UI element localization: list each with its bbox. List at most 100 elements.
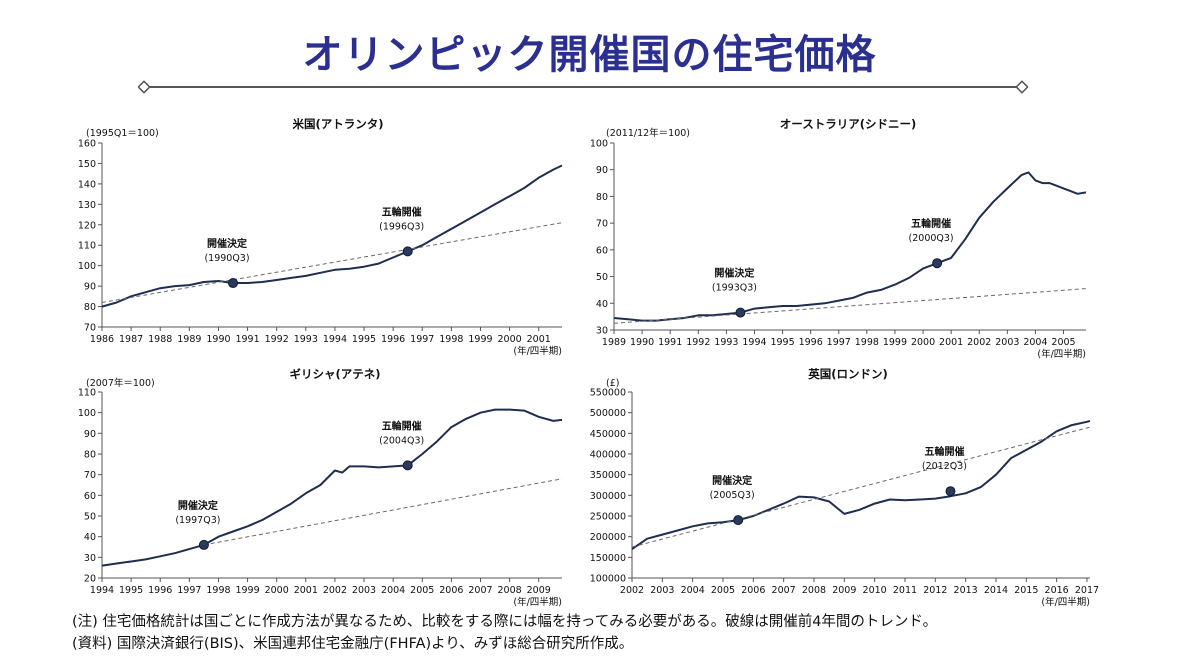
x-tick-label: 2007	[468, 585, 492, 596]
x-tick-label: 2004	[381, 585, 405, 596]
price-line	[631, 419, 1091, 550]
x-tick-label: 1995	[770, 337, 794, 348]
y-tick-label: 150000	[590, 553, 626, 564]
chart-title: ギリシャ(アテネ)	[289, 367, 380, 381]
x-tick-label: 2000	[498, 334, 522, 345]
x-tick-label: 1992	[265, 334, 289, 345]
x-tick-label: 2006	[439, 585, 463, 596]
x-tick-label: 1995	[119, 585, 143, 596]
annotation-label: 開催決定	[207, 237, 247, 250]
footnote: (注) 住宅価格統計は国ごとに作成方法が異なるため、比較をする際には幅を持ってみ…	[72, 614, 938, 630]
x-tick-label: 2013	[954, 585, 978, 596]
x-tick-label: 2010	[863, 585, 887, 596]
x-tick-label: 1986	[90, 334, 114, 345]
x-unit-label: (年/四半期)	[513, 345, 562, 357]
x-tick-label: 1997	[410, 334, 434, 345]
x-tick-label: 2005	[711, 585, 735, 596]
y-tick-label: 70	[596, 219, 608, 230]
x-tick-label: 2005	[1051, 337, 1075, 348]
x-tick-label: 2017	[1075, 585, 1099, 596]
x-tick-label: 2001	[527, 334, 551, 345]
x-tick-label: 2004	[681, 585, 705, 596]
page-title: オリンピック開催国の住宅価格	[302, 32, 877, 78]
x-tick-label: 2016	[1045, 585, 1069, 596]
y-tick-label: 150	[78, 159, 96, 170]
title-divider	[138, 80, 1028, 94]
x-tick-label: 2002	[620, 585, 644, 596]
y-tick-label: 300000	[590, 491, 626, 502]
y-tick-label: 90	[596, 165, 608, 176]
x-tick-label: 1989	[177, 334, 201, 345]
y-tick-label: 90	[84, 429, 96, 440]
x-tick-label: 1989	[602, 337, 626, 348]
source-note: (資料) 国際決済銀行(BIS)、米国連邦住宅金融庁(FHFA)より、みずほ総合…	[72, 636, 634, 652]
x-tick-label: 2011	[893, 585, 917, 596]
annotation-date: (1993Q3)	[712, 283, 757, 294]
chart-title: 英国(ロンドン)	[807, 367, 888, 381]
price-line	[613, 171, 1087, 322]
x-tick-label: 1987	[119, 334, 143, 345]
x-tick-label: 1994	[323, 334, 347, 345]
annotation-date: (2000Q3)	[909, 233, 954, 244]
price-line	[101, 164, 563, 308]
y-tick-label: 60	[84, 491, 96, 502]
x-tick-label: 1991	[235, 334, 259, 345]
y-unit-label: (£)	[606, 378, 619, 389]
x-tick-label: 1990	[206, 334, 230, 345]
x-tick-label: 1997	[177, 585, 201, 596]
y-tick-label: 500000	[590, 408, 626, 419]
annotation-label: 五輪開催	[382, 205, 422, 218]
games-marker	[945, 486, 956, 497]
y-tick-label: 250000	[590, 512, 626, 523]
y-tick-label: 140	[78, 179, 96, 190]
annotation-label: 五輪開催	[911, 217, 951, 230]
y-tick-label: 110	[78, 241, 96, 252]
x-tick-label: 1994	[742, 337, 766, 348]
x-tick-label: 1999	[235, 585, 259, 596]
decision-marker	[198, 539, 209, 550]
trend-line	[101, 222, 563, 303]
trend-line	[203, 478, 563, 546]
annotation-label: 五輪開催	[924, 445, 964, 458]
trend-line	[613, 288, 1087, 324]
x-tick-label: 1993	[714, 337, 738, 348]
annotation-date: (2005Q3)	[710, 490, 755, 501]
y-unit-label: (2011/12年＝100)	[606, 127, 690, 139]
x-tick-label: 1998	[855, 337, 879, 348]
y-unit-label: (1995Q1＝100)	[86, 128, 159, 139]
x-tick-label: 2014	[984, 585, 1008, 596]
x-tick-label: 1996	[148, 585, 172, 596]
y-tick-label: 100000	[590, 574, 626, 585]
x-tick-label: 2002	[967, 337, 991, 348]
y-tick-label: 400000	[590, 450, 626, 461]
x-tick-label: 2005	[410, 585, 434, 596]
x-tick-label: 2003	[995, 337, 1019, 348]
y-tick-label: 30	[84, 553, 96, 564]
annotation-date: (1990Q3)	[204, 253, 249, 264]
y-tick-label: 160	[78, 139, 96, 150]
x-tick-label: 2006	[741, 585, 765, 596]
y-tick-label: 80	[84, 302, 96, 313]
chart-title: オーストラリア(シドニー)	[780, 117, 916, 131]
y-tick-label: 90	[84, 282, 96, 293]
y-tick-label: 70	[84, 470, 96, 481]
x-tick-label: 1992	[686, 337, 710, 348]
x-tick-label: 1997	[827, 337, 851, 348]
annotation-label: 開催決定	[712, 474, 752, 487]
annotation-label: 五輪開催	[382, 419, 422, 432]
x-tick-label: 2007	[772, 585, 796, 596]
x-unit-label: (年/四半期)	[1037, 348, 1086, 360]
y-tick-label: 60	[596, 245, 608, 256]
y-tick-label: 100	[78, 408, 96, 419]
games-marker	[402, 460, 413, 471]
annotation-label: 開催決定	[178, 499, 218, 512]
x-tick-label: 1999	[468, 334, 492, 345]
x-tick-label: 2003	[352, 585, 376, 596]
chart-title: 米国(アトランタ)	[291, 117, 383, 131]
decision-marker	[733, 515, 744, 526]
x-tick-label: 2009	[832, 585, 856, 596]
y-tick-label: 550000	[590, 388, 626, 399]
y-unit-label: (2007年＝100)	[86, 377, 155, 389]
